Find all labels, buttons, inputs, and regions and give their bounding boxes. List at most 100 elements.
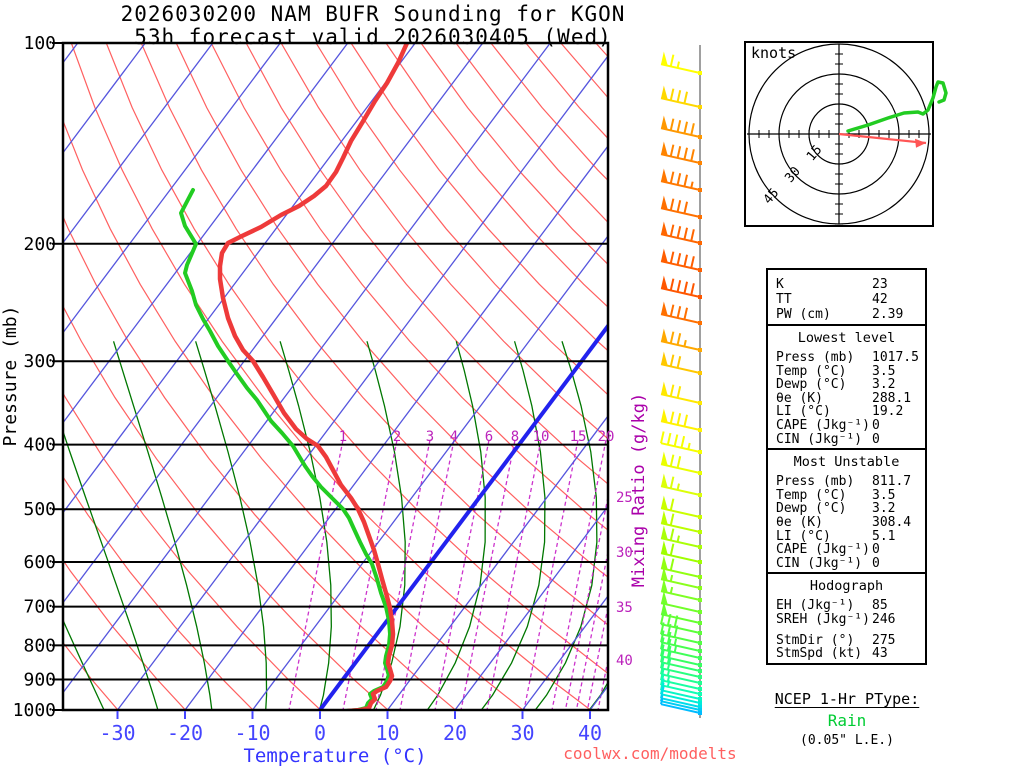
- table-row-value: 308.4: [872, 514, 912, 530]
- table-row-label: θe (K): [776, 390, 823, 406]
- barb-shaft: [660, 485, 701, 496]
- mixing-ratio-line: [486, 439, 542, 710]
- table-row-label: Dewp (°C): [776, 501, 847, 517]
- barb-full: [676, 306, 682, 319]
- barb-full: [660, 630, 665, 643]
- mixing-ratio-label: 30: [616, 545, 633, 561]
- barb-flag: [661, 221, 668, 236]
- barb-full: [683, 201, 689, 214]
- barb-half: [676, 483, 680, 491]
- table-row-value: 0: [872, 542, 880, 558]
- barb-full: [666, 638, 672, 651]
- table-row-label: StmSpd (kt): [776, 646, 863, 662]
- wind-barb: [660, 495, 702, 519]
- barb-full: [669, 278, 675, 291]
- isotherm-line: [521, 594, 608, 710]
- table-row: TT 42: [776, 292, 925, 307]
- barb-shaft: [660, 673, 701, 684]
- mixing-ratio-label: 2: [393, 429, 401, 445]
- barb-shaft: [660, 567, 701, 578]
- wind-barb: [660, 566, 702, 590]
- barb-full: [669, 454, 675, 467]
- dry-adiabat-line: [245, 43, 608, 485]
- ptype-heading: NCEP 1-Hr PType:: [774, 690, 920, 708]
- dry-adiabat-line: [63, 119, 524, 710]
- isotherm-line: [63, 43, 214, 244]
- barb-full: [669, 354, 675, 367]
- dry-adiabat-line: [210, 43, 608, 531]
- stats-tables: K 23 TT 42 PW (cm) 2.39 Lowest level Press (mb…: [766, 268, 927, 665]
- barb-flag: [661, 540, 668, 555]
- barb-shaft: [660, 127, 701, 138]
- barb-shaft: [660, 679, 701, 690]
- table-row: LI (°C) 19.2: [776, 405, 925, 419]
- wind-barb: [660, 673, 702, 696]
- barb-full: [669, 498, 675, 511]
- pressure-tick-label: 1000: [13, 700, 56, 721]
- table-row: CAPE (Jkg⁻¹) 0: [776, 543, 925, 557]
- barb-full: [690, 149, 695, 162]
- dry-adiabat-line: [140, 43, 608, 626]
- barb-half: [676, 535, 680, 543]
- lowest-level-table: Lowest level Press (mb) 1017.5 Temp (°C) 3.5…: [766, 324, 927, 451]
- table-row: SREH (Jkg⁻¹) 246: [776, 613, 925, 627]
- barb-full: [683, 227, 689, 240]
- skewt-background: [63, 43, 608, 710]
- isotherm-line: [386, 414, 608, 710]
- barb-shaft: [660, 578, 701, 589]
- barb-full: [660, 431, 665, 444]
- ptype-note: (0.05" L.E.): [800, 733, 894, 748]
- table-row-value: 275: [872, 632, 896, 648]
- barb-shaft: [660, 703, 701, 714]
- table-row-value: 43: [872, 646, 888, 662]
- table-row-label: CAPE (Jkg⁻¹): [776, 542, 870, 558]
- table-row: CIN (Jkg⁻¹) 0: [776, 431, 925, 447]
- mixing-ratio-line: [434, 439, 490, 710]
- mixing-ratio-label: 3: [426, 429, 434, 445]
- dry-adiabat-line: [105, 43, 608, 675]
- barb-shaft: [660, 420, 701, 431]
- isotherm-line: [63, 43, 416, 514]
- temp-tick-label: 40: [578, 721, 602, 745]
- barb-flag: [661, 566, 668, 581]
- table-row-value: 0: [872, 431, 880, 447]
- mixing-axis-title: Mixing Ratio (g/kg): [629, 393, 649, 587]
- watermark-link[interactable]: coolwx.com/modelts: [563, 744, 737, 763]
- barb-full: [666, 657, 672, 670]
- barb-shaft: [660, 623, 701, 634]
- barb-flag: [661, 473, 668, 488]
- barb-full: [669, 251, 675, 264]
- moist-adiabat-line: [112, 341, 213, 710]
- barb-full: [660, 650, 665, 663]
- chart-title-line1: 2026030200 NAM BUFR Sounding for KGON: [120, 2, 626, 26]
- barb-full: [690, 283, 695, 296]
- barb-full: [660, 673, 665, 686]
- table-title: Hodograph: [809, 578, 884, 595]
- barb-full: [660, 622, 665, 635]
- barb-full: [676, 280, 682, 293]
- barb-full: [683, 147, 689, 160]
- table-row-label: LI (°C): [776, 404, 831, 420]
- barb-full: [666, 645, 672, 658]
- barb-shaft: [660, 641, 701, 652]
- wind-barb: [660, 431, 702, 454]
- barb-shaft: [660, 442, 701, 453]
- barb-full: [676, 253, 682, 266]
- barb-shaft: [660, 233, 701, 244]
- barb-full: [669, 331, 675, 344]
- dewpoint-trace: [179, 188, 392, 710]
- moist-adiabat-line: [480, 341, 546, 710]
- wind-barb: [660, 141, 702, 165]
- isotherm-line: [63, 43, 281, 334]
- table-row: Temp (°C) 3.5: [776, 488, 925, 503]
- barb-full: [669, 528, 675, 541]
- wind-barb: [660, 221, 702, 245]
- table-row-label: LI (°C): [776, 528, 831, 544]
- wind-barb: [660, 168, 702, 192]
- barb-half: [687, 442, 691, 450]
- table-row: Temp (°C) 3.5: [776, 363, 925, 379]
- barb-full: [669, 118, 675, 131]
- pressure-tick-label: 100: [23, 33, 56, 54]
- table-row-value: 3.5: [872, 363, 896, 379]
- table-row-label: Press (mb): [776, 350, 855, 365]
